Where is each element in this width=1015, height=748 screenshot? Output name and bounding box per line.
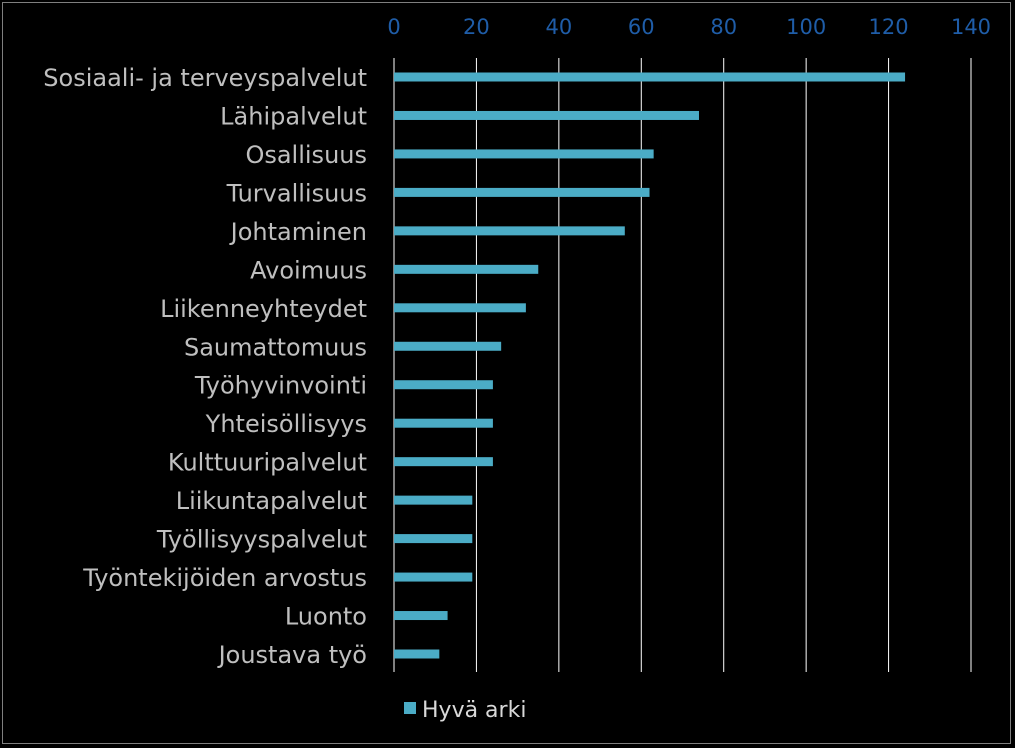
category-label: Sosiaali- ja terveyspalvelut (43, 64, 367, 92)
x-tick-label: 0 (387, 15, 400, 39)
category-label: Työntekijöiden arvostus (82, 564, 367, 592)
legend: Hyvä arki (404, 698, 526, 723)
category-label: Työhyvinvointi (194, 372, 367, 400)
bar (394, 534, 473, 544)
x-tick-label: 140 (951, 15, 991, 39)
category-label: Saumattomuus (184, 333, 367, 361)
category-label: Työllisyyspalvelut (156, 526, 367, 554)
bar (394, 611, 448, 621)
bar (394, 495, 473, 505)
bars (394, 72, 906, 659)
bar (394, 110, 699, 120)
category-label: Avoimuus (250, 256, 367, 284)
x-tick-label: 20 (463, 15, 490, 39)
category-label: Liikuntapalvelut (176, 487, 367, 515)
category-label: Luonto (285, 603, 367, 631)
gridlines (393, 58, 972, 672)
x-tick-label: 120 (869, 15, 909, 39)
category-label: Liikenneyhteydet (160, 295, 367, 323)
category-label: Osallisuus (245, 141, 367, 169)
x-tick-label: 60 (628, 15, 655, 39)
bar (394, 149, 654, 159)
category-label: Johtaminen (229, 218, 367, 246)
bar (394, 457, 493, 467)
bar (394, 418, 493, 428)
bar (394, 303, 526, 313)
legend-label: Hyvä arki (422, 698, 526, 723)
category-label: Yhteisöllisyys (205, 410, 367, 438)
category-label: Turvallisuus (226, 179, 367, 207)
bar (394, 380, 493, 390)
bar (394, 341, 502, 351)
x-axis-ticks: 0 20 40 60 80 100 120 140 (387, 15, 991, 39)
category-label: Kulttuuripalvelut (168, 449, 367, 477)
category-label: Joustava työ (217, 641, 367, 669)
x-tick-label: 100 (786, 15, 826, 39)
bar (394, 649, 440, 659)
x-tick-label: 40 (545, 15, 572, 39)
x-tick-label: 80 (710, 15, 737, 39)
bar (394, 72, 906, 82)
category-label: Lähipalvelut (220, 102, 367, 130)
legend-swatch (404, 702, 416, 714)
bar (394, 264, 539, 274)
category-labels: Sosiaali- ja terveyspalvelut Lähipalvelut… (43, 64, 367, 669)
bar (394, 187, 650, 197)
bar (394, 226, 625, 236)
bar (394, 572, 473, 582)
